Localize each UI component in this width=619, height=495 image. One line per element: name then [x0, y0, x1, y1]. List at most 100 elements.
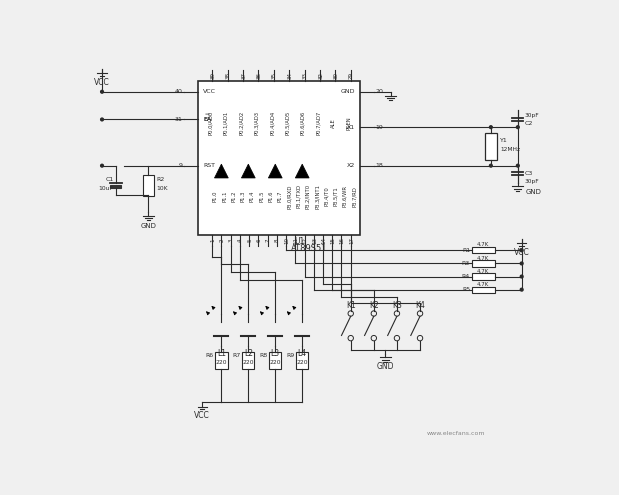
Circle shape [516, 126, 519, 129]
Text: 30pF: 30pF [525, 179, 539, 184]
Text: 4.7K: 4.7K [477, 269, 489, 274]
Text: VCC: VCC [203, 89, 216, 94]
Text: 12: 12 [303, 237, 308, 244]
Bar [296, 352, 308, 369]
Text: R8: R8 [259, 352, 267, 357]
Text: PSEN: PSEN [347, 116, 352, 130]
Text: 11: 11 [293, 237, 298, 244]
Text: 38: 38 [226, 72, 231, 79]
Text: 1: 1 [210, 239, 215, 242]
Text: P1.0: P1.0 [213, 191, 218, 202]
Text: R9: R9 [286, 352, 295, 357]
Text: P3.3/INT1: P3.3/INT1 [314, 184, 319, 209]
Bar [269, 352, 282, 369]
Bar [111, 185, 121, 188]
Text: EA: EA [203, 117, 211, 122]
Text: 4: 4 [238, 239, 243, 242]
Bar [143, 175, 154, 197]
Text: 13: 13 [312, 237, 317, 244]
Text: 10uF: 10uF [98, 186, 113, 191]
Text: P1.4: P1.4 [250, 191, 255, 202]
Text: R4: R4 [462, 274, 470, 279]
Text: 9: 9 [179, 163, 183, 168]
Text: P3.0/RXD: P3.0/RXD [287, 184, 292, 209]
Text: 7: 7 [266, 239, 271, 242]
Text: GND: GND [341, 89, 355, 94]
Text: X2: X2 [347, 163, 355, 168]
Text: 40: 40 [175, 89, 183, 94]
Text: K3: K3 [392, 301, 402, 310]
Text: P1.1: P1.1 [222, 191, 227, 202]
Text: R3: R3 [462, 261, 470, 266]
Text: C2: C2 [525, 121, 533, 126]
Text: P0.2/AD2: P0.2/AD2 [239, 111, 244, 136]
Text: 10K: 10K [156, 186, 168, 191]
Text: 31: 31 [175, 117, 183, 122]
Bar [215, 352, 228, 369]
Text: 2: 2 [220, 239, 225, 242]
Bar [485, 133, 497, 159]
Text: P0.3/AD3: P0.3/AD3 [254, 111, 259, 135]
Bar [472, 287, 495, 293]
Text: 29: 29 [349, 72, 354, 79]
Bar [472, 260, 495, 266]
Text: 20: 20 [375, 89, 383, 94]
Circle shape [521, 249, 523, 252]
Circle shape [490, 126, 492, 129]
Text: P1.5: P1.5 [259, 191, 264, 202]
Text: P1.2: P1.2 [232, 191, 236, 202]
Text: X1: X1 [347, 125, 355, 130]
Text: 4.7K: 4.7K [477, 282, 489, 287]
Text: P3.1/TXD: P3.1/TXD [296, 185, 301, 208]
Text: ALE: ALE [331, 118, 336, 128]
Circle shape [521, 262, 523, 265]
Text: 220: 220 [243, 360, 254, 365]
Text: P1.6: P1.6 [269, 191, 274, 202]
Text: 33: 33 [303, 72, 308, 79]
Bar [242, 352, 254, 369]
Text: GND: GND [376, 362, 394, 371]
Text: VCC: VCC [514, 248, 529, 257]
Text: 30pF: 30pF [525, 113, 539, 118]
Text: 39: 39 [210, 72, 215, 79]
Text: 4.7K: 4.7K [477, 243, 489, 248]
Text: U1: U1 [295, 237, 305, 246]
Text: P3.7/RD: P3.7/RD [352, 186, 357, 207]
Text: 10: 10 [284, 237, 289, 244]
Text: 6: 6 [257, 239, 262, 242]
Text: K4: K4 [415, 301, 425, 310]
Text: K1: K1 [346, 301, 355, 310]
Text: P0.0/AD0: P0.0/AD0 [208, 111, 213, 136]
Text: P0.5/AD5: P0.5/AD5 [285, 111, 290, 136]
Text: VCC: VCC [94, 78, 110, 87]
Text: K2: K2 [369, 301, 379, 310]
Text: 32: 32 [318, 72, 323, 79]
Circle shape [490, 164, 492, 167]
Text: EA: EA [203, 117, 211, 122]
Text: RST: RST [203, 163, 215, 168]
Text: 35: 35 [272, 72, 277, 79]
Text: 18: 18 [375, 163, 383, 168]
Text: P3.5/T1: P3.5/T1 [333, 187, 338, 206]
Circle shape [101, 118, 103, 121]
Text: 34: 34 [287, 72, 292, 79]
Text: L4: L4 [298, 349, 307, 358]
Text: 15: 15 [331, 237, 335, 244]
Polygon shape [241, 164, 255, 178]
Circle shape [101, 164, 103, 167]
Text: 19: 19 [375, 125, 383, 130]
Text: L1: L1 [217, 349, 226, 358]
Text: P3.4/T0: P3.4/T0 [324, 187, 329, 206]
Polygon shape [295, 164, 309, 178]
Text: C3: C3 [525, 171, 533, 176]
Text: 17: 17 [349, 237, 354, 244]
Bar [198, 81, 360, 235]
Text: L3: L3 [271, 349, 280, 358]
Polygon shape [269, 164, 282, 178]
Text: 220: 220 [269, 360, 281, 365]
Text: R1: R1 [462, 248, 470, 253]
Text: 220: 220 [215, 360, 227, 365]
Text: 12MHz: 12MHz [500, 147, 520, 152]
Text: P0.7/AD7: P0.7/AD7 [316, 111, 321, 136]
Circle shape [516, 164, 519, 167]
